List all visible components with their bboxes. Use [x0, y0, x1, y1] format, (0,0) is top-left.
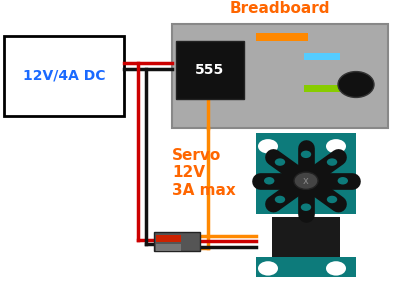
- Bar: [304, 53, 340, 60]
- Text: Breadboard: Breadboard: [230, 1, 330, 16]
- Circle shape: [326, 139, 346, 154]
- Text: Servo
12V
3A max: Servo 12V 3A max: [172, 148, 236, 197]
- Circle shape: [327, 158, 337, 166]
- Text: 12V/4A DC: 12V/4A DC: [23, 69, 105, 83]
- Bar: [256, 154, 356, 214]
- Bar: [154, 232, 200, 251]
- Circle shape: [275, 196, 285, 203]
- Bar: [304, 85, 340, 92]
- Bar: [4, 36, 124, 116]
- Circle shape: [264, 177, 274, 184]
- Bar: [256, 134, 356, 159]
- Circle shape: [258, 139, 278, 154]
- Circle shape: [301, 203, 311, 211]
- Circle shape: [327, 196, 337, 203]
- Bar: [256, 257, 356, 277]
- Circle shape: [301, 151, 311, 158]
- Text: 555: 555: [195, 63, 225, 77]
- Bar: [156, 244, 181, 251]
- Bar: [272, 217, 340, 266]
- Circle shape: [294, 172, 318, 189]
- Circle shape: [338, 177, 348, 184]
- Bar: [176, 41, 244, 99]
- Bar: [172, 24, 388, 127]
- Circle shape: [275, 158, 285, 166]
- Circle shape: [258, 261, 278, 276]
- Circle shape: [338, 72, 374, 98]
- Circle shape: [326, 261, 346, 276]
- Text: x: x: [303, 176, 309, 186]
- Bar: [256, 33, 308, 41]
- Bar: [156, 235, 181, 242]
